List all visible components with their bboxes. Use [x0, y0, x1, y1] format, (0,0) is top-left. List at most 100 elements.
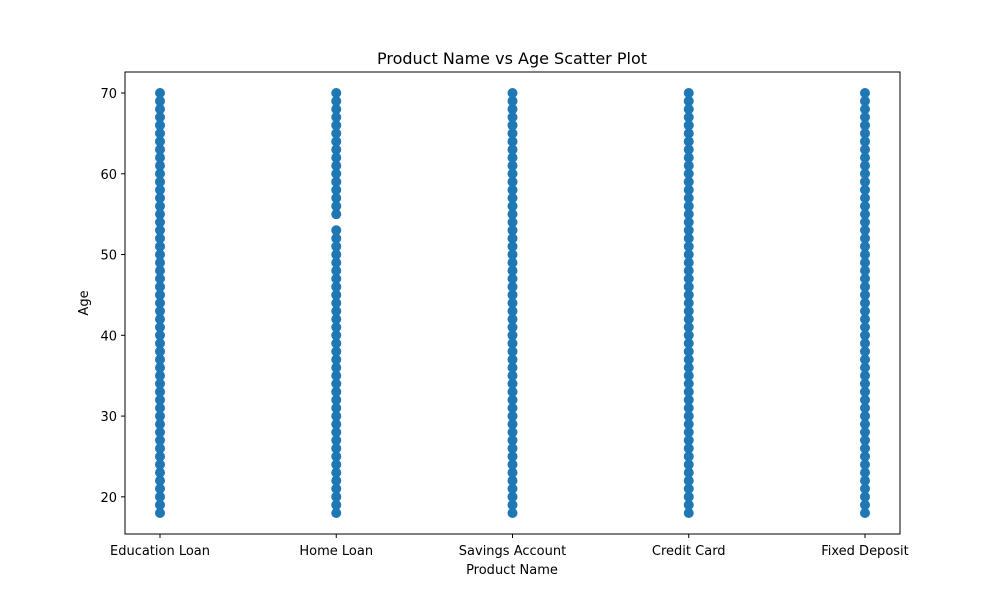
data-point-savings-account-18	[507, 508, 518, 518]
data-point-education-loan-50	[155, 249, 165, 260]
data-point-fixed-deposit-22	[860, 475, 870, 486]
data-point-fixed-deposit-70	[860, 88, 870, 98]
data-point-savings-account-26	[507, 443, 518, 454]
x-tick-label-credit-card: Credit Card	[652, 544, 726, 559]
data-point-savings-account-50	[507, 249, 518, 260]
data-point-credit-card-52	[683, 233, 694, 244]
data-point-savings-account-49	[507, 257, 518, 268]
data-point-fixed-deposit-40	[860, 330, 870, 341]
data-point-credit-card-27	[683, 435, 694, 446]
data-point-fixed-deposit-58	[860, 184, 870, 195]
data-point-savings-account-62	[507, 152, 518, 163]
data-point-savings-account-70	[507, 88, 518, 98]
data-point-fixed-deposit-36	[860, 362, 870, 373]
data-point-savings-account-27	[507, 435, 518, 446]
y-tick-label-70: 70	[100, 87, 117, 102]
data-point-education-loan-64	[155, 136, 165, 147]
data-point-fixed-deposit-30	[860, 411, 870, 422]
x-tick-label-education-loan: Education Loan	[110, 544, 210, 559]
y-axis-label: Age	[77, 290, 92, 315]
data-point-home-loan-37	[331, 354, 342, 365]
data-point-credit-card-24	[683, 459, 694, 470]
data-point-fixed-deposit-47	[860, 273, 870, 284]
data-point-home-loan-59	[331, 176, 342, 187]
data-point-credit-card-68	[683, 104, 694, 115]
data-point-education-loan-68	[155, 104, 165, 115]
data-point-home-loan-21	[331, 483, 342, 494]
data-point-credit-card-50	[683, 249, 694, 260]
data-point-education-loan-38	[155, 346, 165, 357]
data-point-savings-account-61	[507, 160, 518, 171]
data-point-education-loan-36	[155, 362, 165, 373]
x-tick-label-savings-account: Savings Account	[459, 544, 566, 559]
data-point-home-loan-36	[331, 362, 342, 373]
data-point-savings-account-31	[507, 403, 518, 413]
data-point-fixed-deposit-69	[860, 96, 870, 107]
data-point-fixed-deposit-18	[860, 508, 870, 518]
data-point-education-loan-59	[155, 176, 165, 187]
data-point-education-loan-23	[155, 467, 165, 478]
data-point-education-loan-45	[155, 289, 165, 300]
data-point-fixed-deposit-54	[860, 217, 870, 228]
data-point-savings-account-42	[507, 314, 518, 325]
data-point-credit-card-55	[683, 209, 694, 220]
data-point-fixed-deposit-42	[860, 314, 870, 325]
data-point-home-loan-27	[331, 435, 342, 446]
y-axis: 20 30 40 50 60 70	[100, 87, 125, 506]
data-point-savings-account-54	[507, 217, 518, 228]
data-point-fixed-deposit-35	[860, 370, 870, 381]
data-point-credit-card-40	[683, 330, 694, 341]
data-point-home-loan-24	[331, 459, 342, 470]
data-point-savings-account-67	[507, 112, 518, 123]
data-point-credit-card-38	[683, 346, 694, 357]
y-tick-label-50: 50	[100, 249, 117, 264]
data-point-fixed-deposit-49	[860, 257, 870, 268]
data-point-credit-card-42	[683, 314, 694, 325]
data-point-home-loan-66	[331, 120, 342, 131]
data-point-savings-account-41	[507, 322, 518, 333]
data-point-savings-account-66	[507, 120, 518, 131]
data-point-fixed-deposit-68	[860, 104, 870, 115]
data-point-home-loan-63	[331, 144, 342, 155]
data-point-credit-card-64	[683, 136, 694, 147]
data-point-credit-card-49	[683, 257, 694, 268]
data-point-savings-account-28	[507, 427, 518, 438]
data-point-home-loan-34	[331, 378, 342, 389]
data-point-home-loan-39	[331, 338, 342, 349]
data-point-credit-card-53	[683, 225, 694, 236]
data-point-home-loan-30	[331, 411, 342, 422]
data-point-savings-account-19	[507, 499, 518, 510]
data-point-education-loan-43	[155, 306, 165, 317]
data-point-education-loan-53	[155, 225, 165, 236]
data-point-credit-card-46	[683, 281, 694, 292]
data-point-fixed-deposit-44	[860, 298, 870, 308]
data-point-education-loan-49	[155, 257, 165, 268]
data-point-credit-card-22	[683, 475, 694, 486]
data-point-fixed-deposit-46	[860, 281, 870, 292]
data-point-fixed-deposit-37	[860, 354, 870, 365]
data-point-credit-card-41	[683, 322, 694, 333]
data-point-savings-account-35	[507, 370, 518, 381]
data-point-savings-account-20	[507, 491, 518, 502]
data-point-credit-card-43	[683, 306, 694, 317]
data-point-fixed-deposit-28	[860, 427, 870, 438]
data-point-home-loan-62	[331, 152, 342, 163]
data-point-credit-card-35	[683, 370, 694, 381]
data-point-education-loan-66	[155, 120, 165, 131]
data-point-fixed-deposit-60	[860, 168, 870, 179]
data-point-home-loan-20	[331, 491, 342, 502]
data-point-home-loan-29	[331, 419, 342, 430]
data-point-education-loan-18	[155, 508, 165, 518]
data-point-education-loan-65	[155, 128, 165, 139]
data-point-home-loan-57	[331, 193, 342, 203]
data-point-education-loan-67	[155, 112, 165, 123]
data-point-savings-account-51	[507, 241, 518, 252]
data-point-home-loan-67	[331, 112, 342, 123]
data-point-savings-account-46	[507, 281, 518, 292]
data-point-savings-account-65	[507, 128, 518, 139]
data-point-home-loan-52	[331, 233, 342, 244]
data-point-savings-account-32	[507, 394, 518, 405]
data-point-fixed-deposit-21	[860, 483, 870, 494]
data-point-fixed-deposit-38	[860, 346, 870, 357]
data-point-fixed-deposit-61	[860, 160, 870, 171]
